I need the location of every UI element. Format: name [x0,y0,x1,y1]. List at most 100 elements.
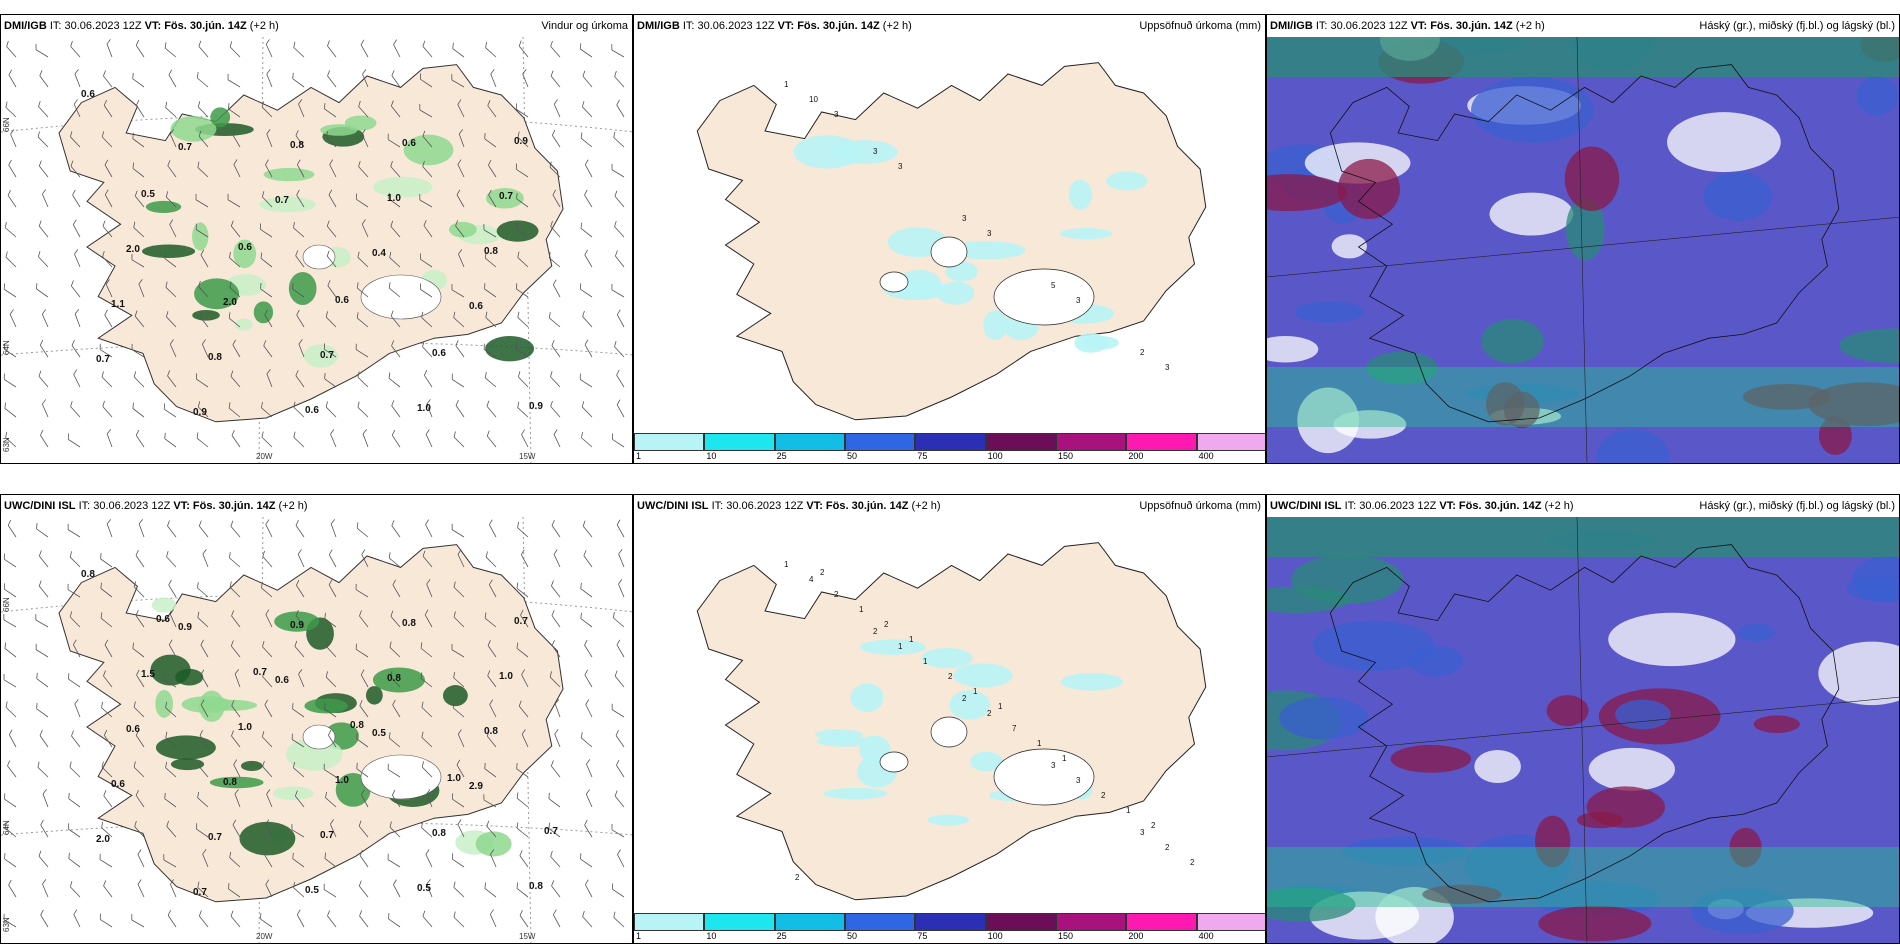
wind-barb [136,669,145,688]
wind-barb [453,581,465,598]
precip-amount-label: 3 [1076,296,1081,305]
wind-barb [229,281,241,298]
precip-value-label: 1.0 [447,773,461,784]
wind-barb [261,431,273,448]
wind-barb [262,760,273,778]
wind-barb [355,343,369,358]
precip-value-label: 0.9 [178,622,192,633]
wind-barb [3,283,17,298]
colorbar-segment [845,433,916,451]
panel-title: Vindur og úrkoma [541,20,628,32]
wind-barb [4,642,17,658]
wind-barb [101,761,113,778]
colorbar-label: 25 [776,931,787,941]
precip-value-label: 0.4 [372,248,386,259]
precip-amount-label: 4 [809,575,814,584]
precip-value-label: 2.0 [126,244,140,255]
precip-value-label: 0.6 [111,779,125,790]
wind-barb [551,610,561,628]
precip-amount-label: 1 [784,560,789,569]
wind-barb [133,221,145,238]
wind-barb [580,132,593,148]
init-time: IT: 30.06.2023 12Z [711,500,804,512]
wind-barb [292,72,305,88]
wind-barb [390,310,401,328]
wind-barb [325,791,337,808]
wind-barb [164,432,177,448]
wind-barb [133,761,145,778]
colorbar-label: 200 [1128,931,1144,941]
wind-barb [453,431,465,448]
wind-barb [521,429,529,448]
wind-barb [356,282,369,298]
wind-barb [9,309,17,328]
wind-barb [358,100,369,118]
wind-barb [73,99,81,118]
wind-barb [458,249,465,268]
wind-barb [102,220,113,238]
wind-barb [197,161,209,178]
wind-barb [42,789,49,808]
wind-barb [521,729,529,748]
wind-barb [4,402,17,418]
wind-barb [131,914,145,928]
wind-barb [200,699,209,718]
wind-barb [615,729,625,748]
wind-barb [586,759,593,778]
wind-barb [423,220,433,238]
wind-barb [323,343,337,358]
wind-barb [40,429,49,448]
wind-barb [71,730,81,748]
wind-barb [166,551,177,568]
precip-amount-label: 10 [809,95,818,104]
wind-barb [457,549,465,568]
wind-barb [520,549,529,568]
wind-barb [132,72,145,88]
wind-barb [548,792,561,808]
wind-barb [201,339,209,358]
wind-barb [579,373,593,388]
precip-amount-label: 3 [987,229,992,238]
wind-barb [552,189,561,208]
precip-value-label: 0.5 [305,885,319,896]
wind-barb [228,552,241,568]
wind-barb [8,879,17,898]
wind-barb [74,699,81,718]
wind-barb [425,849,433,868]
wind-barb [551,520,561,538]
wind-barb [613,911,625,928]
wind-barb [516,792,529,808]
wind-barb [456,189,465,208]
wind-barb [6,40,17,58]
wind-barb [195,223,209,238]
wind-barb [197,791,209,808]
wind-barb [581,401,593,418]
wind-barb [324,372,337,388]
wind-barb [550,220,561,238]
wind-barb [516,343,529,358]
wind-barb [330,519,337,538]
wind-barb [391,520,401,538]
wind-barb [70,40,81,58]
valid-time: VT: Fös. 30.jún. 14Z [144,20,247,32]
wind-barb [393,39,401,58]
wind-barb [200,669,209,688]
wind-barb [324,852,337,868]
precip-amount-label: 2 [834,590,839,599]
precip-value-label: 0.8 [402,618,416,629]
wind-barb [387,853,401,868]
wind-barb [549,161,561,178]
wind-barb [170,879,177,898]
wind-barb [68,823,81,838]
wind-barb [584,249,593,268]
colorbar-segment [1056,913,1127,931]
wind-barb [197,101,209,118]
wind-barb [516,192,529,208]
lat-label: 66N [2,117,11,132]
valid-time: VT: Fös. 30.jún. 14Z [1410,20,1513,32]
wind-barb [486,730,497,748]
wind-barb [451,74,465,88]
wind-barb [584,639,593,658]
wind-barb [170,129,177,148]
wind-barb [261,731,273,748]
